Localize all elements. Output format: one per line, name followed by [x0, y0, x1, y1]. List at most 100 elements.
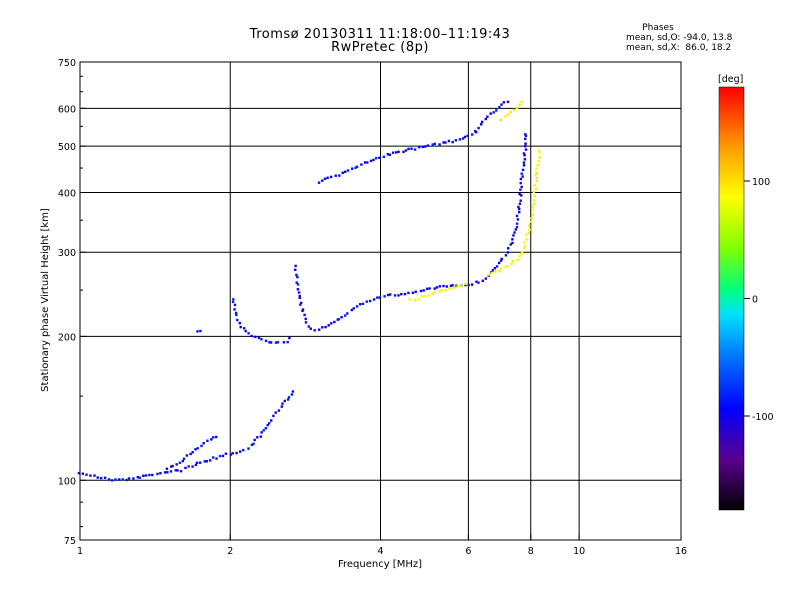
echo-point: [518, 192, 521, 196]
echo-point: [196, 330, 199, 333]
echo-point: [298, 296, 301, 299]
echo-point: [360, 163, 363, 166]
echo-point: [268, 341, 271, 344]
echo-point: [136, 476, 139, 479]
echo-point: [464, 283, 467, 287]
echo-point: [418, 146, 421, 149]
echo-point: [281, 402, 284, 405]
echo-point: [326, 176, 329, 179]
echo-point: [536, 164, 539, 167]
echo-point: [250, 334, 253, 338]
echo-point: [451, 140, 454, 144]
phases-heading: Phases: [642, 23, 674, 33]
echo-point: [467, 283, 470, 287]
echo-point: [338, 174, 341, 177]
x-tick-label: 10: [573, 546, 585, 557]
echo-point: [174, 469, 177, 472]
echo-point: [523, 154, 526, 157]
y-tick-label: 400: [58, 188, 76, 199]
echo-point: [288, 336, 291, 340]
echo-point: [151, 473, 154, 477]
echo-point: [511, 259, 515, 263]
echo-point: [301, 309, 304, 313]
echo-point: [403, 292, 407, 296]
echo-point: [189, 452, 192, 456]
echo-point: [85, 473, 88, 476]
echo-point: [148, 473, 151, 477]
echo-point: [518, 207, 521, 211]
echo-point: [355, 165, 359, 168]
echo-point: [534, 173, 538, 176]
echo-point: [323, 177, 327, 180]
echo-point: [142, 474, 145, 477]
echo-point: [297, 291, 301, 294]
echo-point: [178, 461, 182, 464]
echo-point: [438, 143, 441, 146]
echo-point: [194, 463, 198, 467]
echo-point: [531, 213, 535, 217]
echo-point: [521, 175, 524, 178]
echo-point: [503, 265, 507, 269]
echo-point: [215, 435, 218, 439]
y-tick-label: 75: [64, 536, 76, 547]
echo-point: [524, 133, 527, 136]
echo-point: [524, 134, 528, 137]
echo-point: [195, 461, 199, 464]
echo-point: [448, 286, 451, 290]
echo-point: [99, 476, 103, 480]
echo-point: [282, 341, 286, 344]
echo-point: [376, 296, 379, 299]
echo-point: [407, 147, 410, 151]
echo-point: [352, 307, 355, 310]
echo-point: [424, 295, 427, 298]
echo-point: [480, 120, 484, 124]
echo-point: [299, 303, 302, 306]
echo-point: [327, 324, 330, 327]
echo-point: [175, 463, 178, 466]
echo-point: [518, 103, 521, 106]
echo-point: [236, 318, 239, 322]
echo-point: [433, 287, 436, 290]
echo-point: [538, 151, 541, 154]
echo-point: [456, 285, 459, 288]
echo-point: [397, 294, 400, 297]
echo-point: [493, 267, 497, 270]
echo-point: [507, 247, 510, 250]
echo-point: [144, 474, 148, 477]
echo-point: [494, 270, 497, 273]
y-tick-label: 100: [58, 476, 76, 487]
echo-point: [520, 185, 523, 189]
echo-point: [393, 294, 397, 297]
echo-point: [521, 251, 524, 254]
echo-point: [290, 393, 294, 396]
y-tick-label: 200: [58, 332, 76, 343]
echo-point: [506, 251, 510, 254]
echo-point: [451, 286, 454, 290]
echo-point: [194, 448, 197, 451]
echo-point: [242, 448, 245, 452]
chart-title: Tromsø 20130311 11:18:00–11:19:43: [249, 27, 511, 42]
echo-point: [286, 340, 289, 344]
echo-point: [506, 113, 510, 116]
echo-point: [411, 291, 415, 294]
echo-point: [535, 176, 538, 180]
echo-point: [324, 325, 327, 329]
echo-point: [535, 188, 538, 191]
echo-point: [440, 288, 443, 292]
echo-point: [231, 300, 235, 304]
echo-point: [235, 313, 238, 317]
echo-point: [346, 169, 350, 172]
echo-point: [527, 231, 531, 234]
echo-point: [528, 228, 531, 231]
echo-point: [495, 265, 499, 268]
echo-point: [121, 478, 124, 481]
echo-point: [523, 245, 527, 248]
y-tick-label: 750: [58, 58, 76, 69]
echo-point: [475, 280, 478, 283]
echo-point: [254, 335, 257, 339]
echo-point: [191, 451, 194, 454]
echo-point: [407, 291, 410, 295]
echo-point: [518, 211, 521, 214]
echo-point: [103, 476, 107, 479]
